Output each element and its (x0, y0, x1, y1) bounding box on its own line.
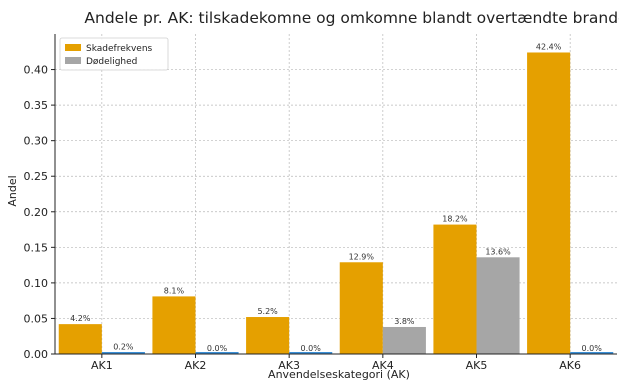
data-label-skadefrekvens-ak4: 12.9% (349, 252, 375, 261)
y-tick-label: 0.10 (24, 277, 49, 290)
grid (55, 34, 617, 355)
y-tick-label: 0.05 (24, 312, 49, 325)
data-label-d-delighed-ak1: 0.2% (113, 343, 134, 352)
bar-d-delighed-ak5 (476, 257, 520, 354)
axes: 0.00 0.05 0.10 0.15 0.20 0.25 0.30 0.35 0.40 AK1 A… (24, 34, 617, 372)
data-label-skadefrekvens-ak6: 42.4% (536, 42, 562, 51)
legend-box (59, 37, 169, 71)
bar-d-delighed-ak6 (570, 352, 614, 354)
bar-d-delighed-ak4 (382, 326, 426, 354)
data-label-skadefrekvens-ak3: 5.2% (257, 307, 278, 316)
data-label-d-delighed-ak6: 0.0% (582, 344, 603, 353)
bar-d-delighed-ak1 (101, 352, 145, 354)
y-tick-label: 0.15 (24, 241, 49, 254)
legend: Skadefrekvens Dødelighed (59, 37, 169, 71)
data-label-d-delighed-ak2: 0.0% (207, 344, 228, 353)
bar-skadefrekvens-ak4 (339, 262, 383, 354)
bars: 4.2% 8.1% 5.2% 12.9% 18.2% 42.4% 0.2% 0.0% 0.0% 3… (58, 42, 614, 354)
y-axis-label: Andel (6, 175, 19, 206)
y-tick-label: 0.35 (24, 99, 49, 112)
y-tick-label: 0.20 (24, 206, 49, 219)
bar-d-delighed-ak3 (289, 352, 333, 354)
data-label-skadefrekvens-ak2: 8.1% (164, 286, 185, 295)
y-tick-label: 0.40 (24, 64, 49, 77)
bar-skadefrekvens-ak2 (152, 296, 196, 354)
legend-swatch-d-delighed (65, 57, 81, 64)
data-label-d-delighed-ak4: 3.8% (394, 317, 415, 326)
bar-skadefrekvens-ak5 (433, 224, 477, 354)
legend-label-d-delighed: Dødelighed (86, 57, 137, 67)
legend-label-skadefrekvens: Skadefrekvens (86, 44, 153, 54)
x-axis-label: Anvendelseskategori (AK) (268, 368, 410, 381)
data-label-d-delighed-ak3: 0.0% (301, 344, 322, 353)
bar-d-delighed-ak2 (195, 352, 239, 354)
chart-title: Andele pr. AK: tilskadekomne og omkomne … (84, 9, 619, 27)
y-tick-label: 0.00 (24, 348, 49, 361)
y-tick-label: 0.30 (24, 135, 49, 148)
x-tick-label-ak3: AK3 (278, 359, 300, 372)
x-tick-label-ak5: AK5 (466, 359, 488, 372)
x-tick-label-ak6: AK6 (559, 359, 581, 372)
x-tick-label-ak4: AK4 (372, 359, 394, 372)
bar-skadefrekvens-ak6 (527, 52, 571, 354)
data-label-skadefrekvens-ak1: 4.2% (70, 314, 91, 323)
bar-skadefrekvens-ak3 (246, 317, 290, 354)
bar-skadefrekvens-ak1 (58, 324, 102, 354)
legend-swatch-skadefrekvens (65, 44, 81, 51)
data-label-d-delighed-ak5: 13.6% (485, 247, 511, 256)
y-tick-label: 0.25 (24, 170, 49, 183)
x-tick-label-ak2: AK2 (185, 359, 207, 372)
x-tick-label-ak1: AK1 (91, 359, 113, 372)
data-label-skadefrekvens-ak5: 18.2% (442, 215, 468, 224)
